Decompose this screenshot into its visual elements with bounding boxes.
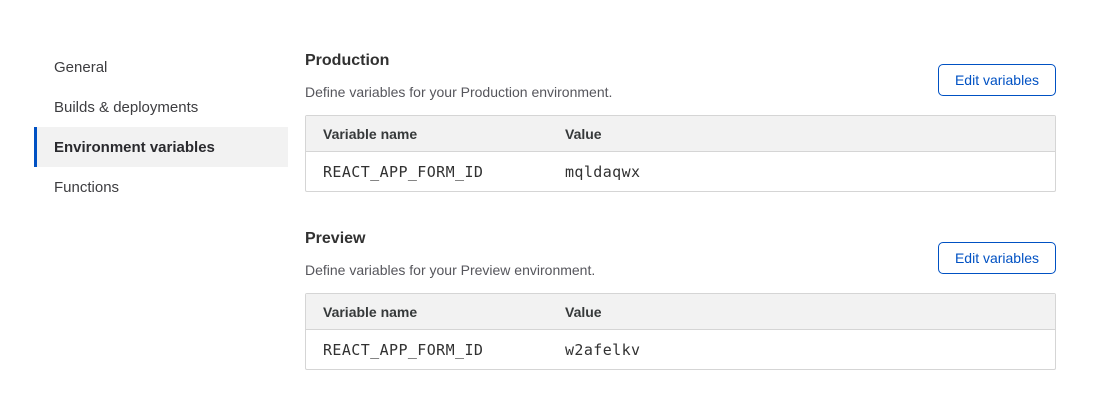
section-production: Production Define variables for your Pro… <box>305 49 1056 192</box>
variable-name-cell: REACT_APP_FORM_ID <box>323 340 484 359</box>
sidebar-item-general[interactable]: General <box>54 58 108 76</box>
sidebar-item-functions[interactable]: Functions <box>54 178 120 196</box>
environment-variables-content: Production Define variables for your Pro… <box>305 43 1056 370</box>
production-titles: Production Define variables for your Pro… <box>305 49 612 102</box>
production-section-header: Production Define variables for your Pro… <box>305 49 1056 102</box>
sidebar-item-environment-variables[interactable]: Environment variables <box>34 127 288 167</box>
section-title-preview: Preview <box>305 230 366 247</box>
variable-value-cell: mqldaqwx <box>565 162 641 181</box>
settings-sidebar-nav: General Builds & deployments Environment… <box>34 47 288 207</box>
variable-name-cell: REACT_APP_FORM_ID <box>323 162 484 181</box>
section-title-production: Production <box>305 52 390 69</box>
variable-value-cell: w2afelkv <box>565 340 641 359</box>
variables-table-production: Variable name Value REACT_APP_FORM_ID mq… <box>305 115 1056 192</box>
column-header-value: Value <box>548 294 1055 330</box>
preview-titles: Preview Define variables for your Previe… <box>305 227 595 280</box>
table-row: REACT_APP_FORM_ID mqldaqwx <box>306 152 1055 191</box>
edit-variables-button-production[interactable]: Edit variables <box>937 64 1056 96</box>
preview-section-header: Preview Define variables for your Previe… <box>305 227 1056 280</box>
section-description-preview: Define variables for your Preview enviro… <box>305 262 596 278</box>
table-header-row: Variable name Value <box>306 294 1055 330</box>
column-header-variable-name: Variable name <box>306 116 548 152</box>
variables-table-preview: Variable name Value REACT_APP_FORM_ID w2… <box>305 293 1056 370</box>
sidebar-item-builds-deployments[interactable]: Builds & deployments <box>54 98 199 116</box>
section-description-production: Define variables for your Production env… <box>305 84 613 100</box>
edit-variables-button-preview[interactable]: Edit variables <box>937 242 1056 274</box>
column-header-variable-name: Variable name <box>306 294 548 330</box>
table-row: REACT_APP_FORM_ID w2afelkv <box>306 330 1055 369</box>
table-header-row: Variable name Value <box>306 116 1055 152</box>
column-header-value: Value <box>548 116 1055 152</box>
section-preview: Preview Define variables for your Previe… <box>305 227 1056 370</box>
